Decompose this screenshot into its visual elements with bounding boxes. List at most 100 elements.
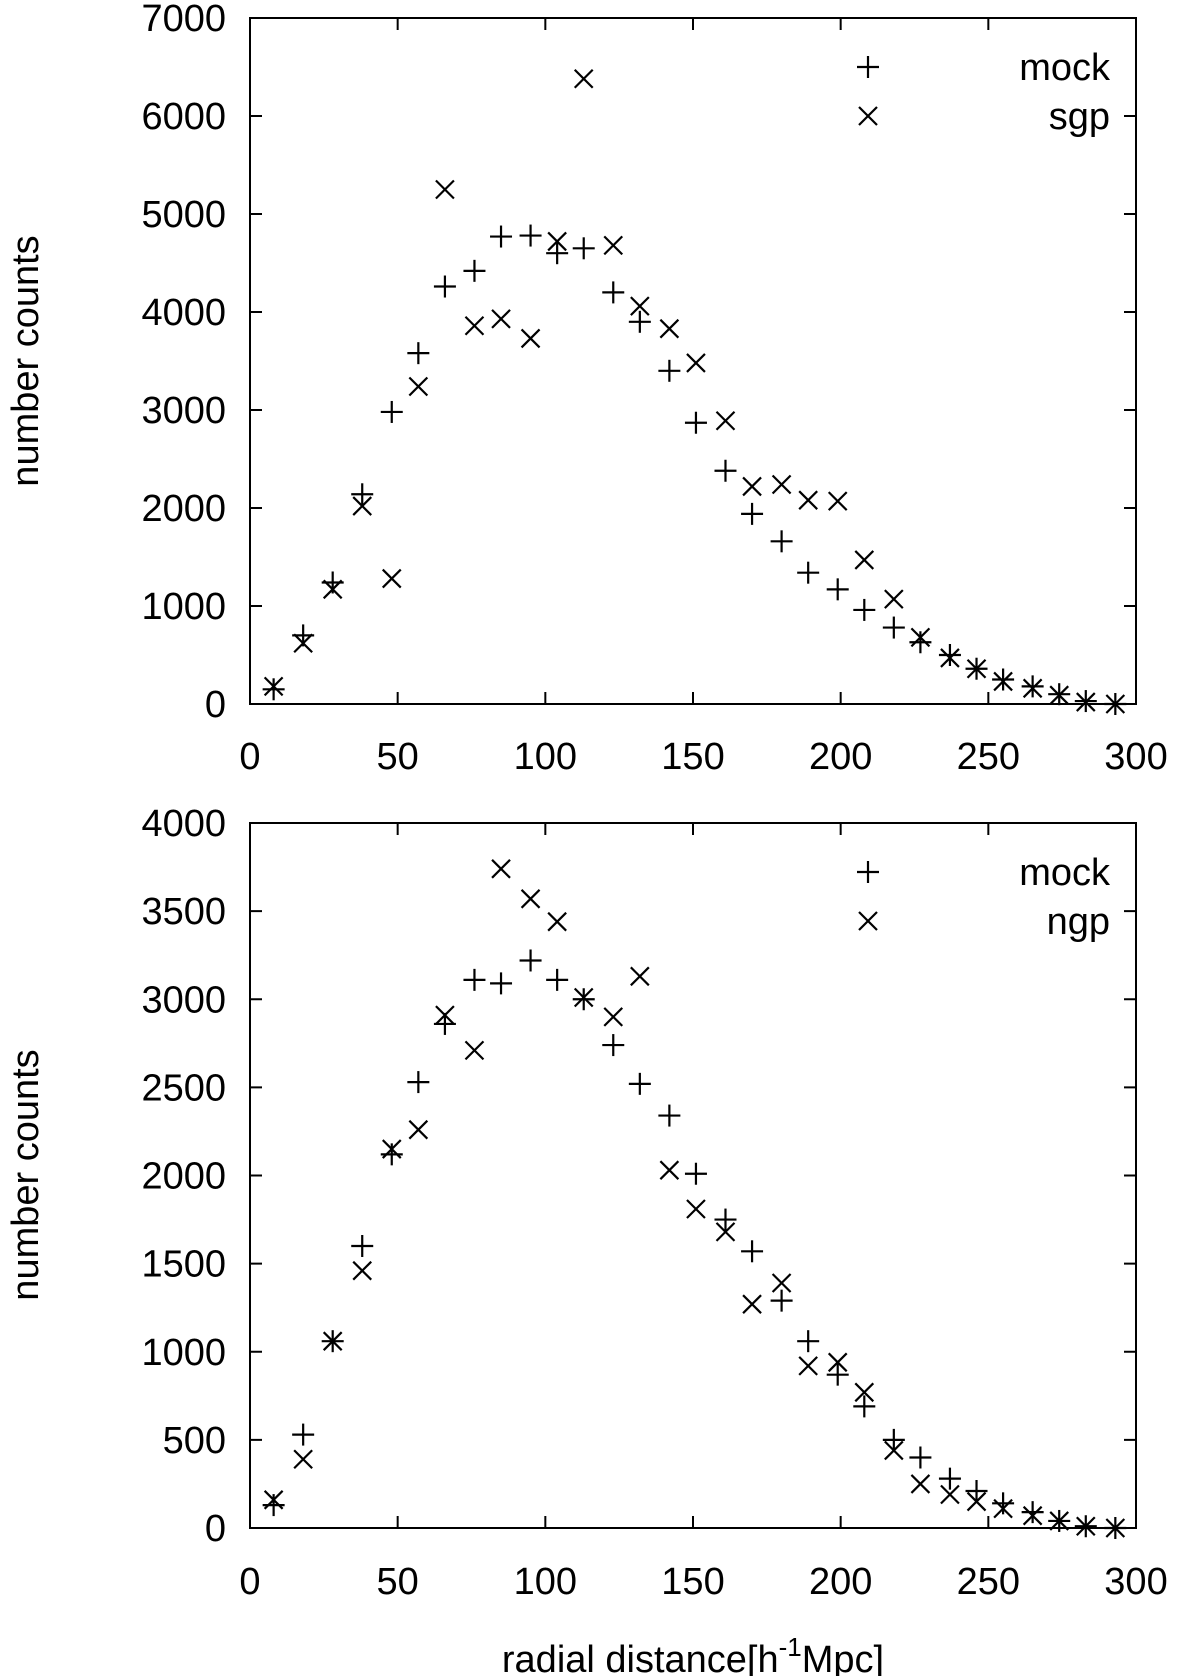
point-mock [433,275,456,298]
point-sgp [263,676,284,697]
x-axis-title-main: radial distance[h [502,1639,779,1676]
point-mock [853,598,876,621]
y-tick-label: 5000 [141,194,226,236]
point-ngp [464,1040,485,1061]
point-ngp [966,1491,987,1512]
point-ngp [686,1199,706,1219]
point-ngp-b [827,1352,848,1373]
point-ngp [603,1007,624,1027]
point-ngp [1105,1518,1126,1538]
panel-bottom: 0 50 100 150 200 250 3000500100015002000250030… [5,803,1168,1676]
point-ngp-b [1049,1511,1069,1531]
point-mock [684,1162,707,1185]
point-mock [262,1494,285,1517]
point-sgp-b [322,579,343,600]
point-sgp-b [798,490,818,510]
x-tick-label: 50 [377,736,419,778]
point-sgp-b [1049,685,1069,705]
y-tick-label: 2000 [141,488,226,530]
point-sgp [993,671,1013,692]
x-axis-title-sup: -1 [779,1632,802,1662]
point-ngp-b [573,987,594,1008]
point-mock [826,1363,849,1386]
y-tick-label: 2000 [141,1156,226,1198]
point-ngp [491,859,511,879]
point-mock [992,1492,1015,1515]
point-sgp [464,315,485,336]
point-sgp [771,474,792,495]
point-mock [380,1143,403,1166]
point-sgp-b [940,648,960,668]
point-mock [463,968,486,991]
point-mock [909,631,932,654]
point-sgp-b [966,658,987,679]
tick-labels: 0 50 100 150 200 250 3000100020003000400050006… [141,0,1167,778]
x-tick-label: 150 [661,736,724,778]
point-ngp-b [742,1294,762,1314]
point-sgp-b [827,491,848,511]
x-tick-label: 150 [661,1561,724,1603]
point-ngp-b [520,889,541,909]
point-sgp [940,648,960,668]
y-tick-label: 3000 [141,979,226,1021]
point-sgp-b [910,627,931,648]
point-ngp [408,1119,429,1140]
point-mock [546,968,569,991]
point-mock [1021,675,1044,698]
y-tick-label: 2500 [141,1067,226,1109]
point-sgp [854,550,875,570]
x-tick-label: 250 [957,1561,1020,1603]
point-ngp [352,1260,373,1281]
point-sgp [827,491,848,511]
point-sgp [742,476,762,497]
point-mock [490,225,513,248]
point-sgp-b [1076,692,1096,712]
point-ngp-b [381,1139,402,1159]
point-sgp [491,309,511,329]
point-mock [407,342,430,365]
point-ngp-b [940,1484,960,1505]
point-sgp-b [464,315,485,336]
point-sgp-b [884,589,904,609]
legend-marker-mock [857,861,879,883]
point-ngp [742,1294,762,1314]
series-ngp [263,859,1126,1538]
point-sgp-b [435,179,455,200]
point-mock [380,400,403,423]
point-sgp [966,658,987,679]
x-tick-label: 200 [809,1561,872,1603]
point-ngp [993,1498,1013,1519]
y-tick-label: 500 [163,1420,226,1462]
point-sgp-b [408,376,429,397]
ticks [249,17,1137,705]
data-marks [262,68,1127,715]
legend-marker-sgp [858,106,878,126]
ticks [249,822,1137,1529]
point-mock [938,1467,961,1490]
data-marks [262,859,1127,1539]
point-ngp-b [1105,1518,1126,1538]
point-mock [546,242,569,265]
point-sgp [1049,685,1069,705]
point-ngp [715,1222,736,1242]
x-tick-label: 50 [377,1561,419,1603]
legend-marker-mock [857,56,879,78]
point-ngp [884,1440,904,1461]
point-ngp [573,987,594,1008]
y-tick-label: 3000 [141,390,226,432]
x-tick-label: 0 [239,736,260,778]
point-mock [628,1072,651,1095]
point-ngp-b [966,1491,987,1512]
point-sgp-b [352,496,373,516]
point-ngp-b [884,1440,904,1461]
y-tick-label: 3500 [141,891,226,933]
legend-label-mock: mock [1019,47,1111,89]
point-ngp [293,1449,313,1470]
legend-label-ngp: ngp [1047,901,1110,943]
y-tick-label: 1500 [141,1244,226,1286]
point-mock [992,668,1015,691]
point-ngp [940,1484,960,1505]
point-ngp-b [771,1273,792,1293]
legend: mock ngp [857,852,1111,943]
point-ngp [854,1382,875,1403]
